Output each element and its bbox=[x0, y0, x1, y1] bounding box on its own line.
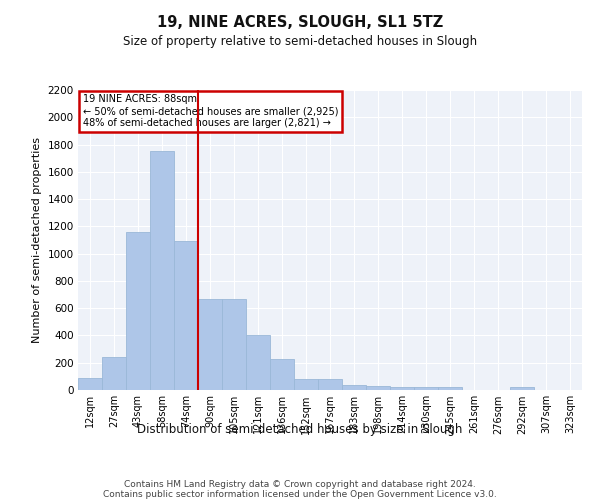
Bar bbox=[150, 152, 174, 390]
Text: Size of property relative to semi-detached houses in Slough: Size of property relative to semi-detach… bbox=[123, 35, 477, 48]
Text: 19 NINE ACRES: 88sqm
← 50% of semi-detached houses are smaller (2,925)
48% of se: 19 NINE ACRES: 88sqm ← 50% of semi-detac… bbox=[83, 94, 338, 128]
Bar bbox=[198, 298, 222, 390]
Bar bbox=[174, 242, 198, 390]
Bar bbox=[294, 379, 318, 390]
Bar bbox=[366, 386, 390, 390]
Bar bbox=[222, 298, 246, 390]
Text: 19, NINE ACRES, SLOUGH, SL1 5TZ: 19, NINE ACRES, SLOUGH, SL1 5TZ bbox=[157, 15, 443, 30]
Text: Contains HM Land Registry data © Crown copyright and database right 2024.
Contai: Contains HM Land Registry data © Crown c… bbox=[103, 480, 497, 500]
Bar bbox=[126, 232, 150, 390]
Y-axis label: Number of semi-detached properties: Number of semi-detached properties bbox=[32, 137, 42, 343]
Bar bbox=[510, 388, 534, 390]
Bar bbox=[342, 385, 366, 390]
Bar bbox=[102, 356, 126, 390]
Bar bbox=[246, 336, 270, 390]
Bar bbox=[318, 379, 342, 390]
Bar bbox=[270, 358, 294, 390]
Text: Distribution of semi-detached houses by size in Slough: Distribution of semi-detached houses by … bbox=[137, 422, 463, 436]
Bar bbox=[78, 378, 102, 390]
Bar bbox=[438, 388, 462, 390]
Bar bbox=[390, 386, 414, 390]
Bar bbox=[414, 386, 438, 390]
